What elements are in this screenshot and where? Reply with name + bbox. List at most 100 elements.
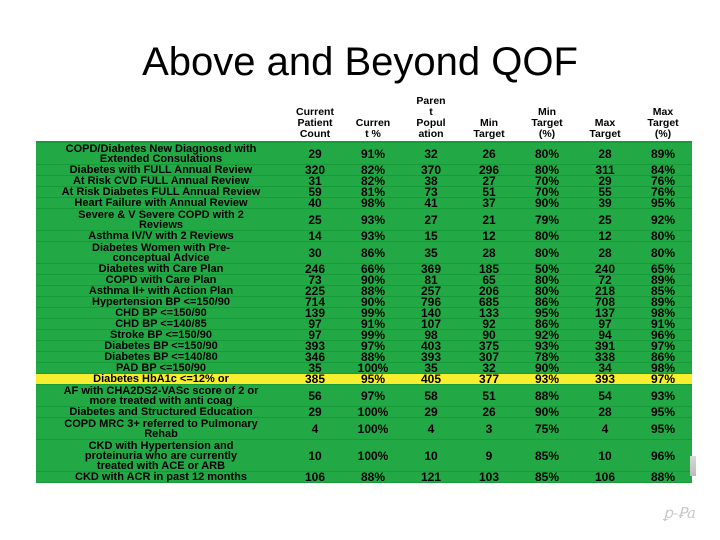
indicator-cell: Diabetes BP <=150/90 xyxy=(36,340,286,352)
parent-population-cell: 403 xyxy=(402,340,460,352)
min-target-cell: 377 xyxy=(460,373,518,385)
min-target-cell: 26 xyxy=(460,141,518,165)
parent-population-cell: 369 xyxy=(402,263,460,275)
indicator-cell: At Risk CVD FULL Annual Review xyxy=(36,175,286,187)
parent-population-cell: 140 xyxy=(402,307,460,319)
current-count-cell: 40 xyxy=(286,197,344,209)
table-row: PAD BP <=150/90 35 100% 35 32 90% 34 98% xyxy=(36,362,692,374)
column-header-max-target: Max Target xyxy=(576,96,634,143)
column-header-min-target: Min Target xyxy=(460,96,518,143)
max-target-cell: 55 xyxy=(576,186,634,198)
min-target-pct-cell: 70% xyxy=(518,175,576,187)
min-target-cell: 185 xyxy=(460,263,518,275)
current-pct-cell: 99% xyxy=(344,329,402,341)
table-row: Stroke BP <=150/90 97 99% 98 90 92% 94 96% xyxy=(36,329,692,341)
min-target-cell: 296 xyxy=(460,164,518,176)
current-count-cell: 10 xyxy=(286,439,344,472)
table-row: At Risk CVD FULL Annual Review 31 82% 38 27 7… xyxy=(36,175,692,187)
table-row: Diabetes with Care Plan 246 66% 369 185 50% 24… xyxy=(36,263,692,275)
current-pct-cell: 66% xyxy=(344,263,402,275)
max-target-pct-cell: 92% xyxy=(634,208,692,231)
max-target-pct-cell: 80% xyxy=(634,230,692,242)
current-pct-cell: 100% xyxy=(344,406,402,418)
max-target-pct-cell: 76% xyxy=(634,186,692,198)
table-row-highlighted: Diabetes HbA1c <=12% or 385 95% 405 377 93% 39… xyxy=(36,373,692,385)
current-count-cell: 385 xyxy=(286,373,344,385)
current-pct-cell: 91% xyxy=(344,318,402,330)
max-target-pct-cell: 98% xyxy=(634,307,692,319)
current-count-cell: 97 xyxy=(286,329,344,341)
parent-population-cell: 38 xyxy=(402,175,460,187)
table-row: CKD with ACR in past 12 months 106 88% 121 1… xyxy=(36,471,692,483)
indicator-cell: Diabetes with Care Plan xyxy=(36,263,286,275)
indicator-cell: Diabetes HbA1c <=12% or xyxy=(36,373,286,385)
indicator-cell: CHD BP <=140/85 xyxy=(36,318,286,330)
current-pct-cell: 98% xyxy=(344,197,402,209)
current-count-cell: 73 xyxy=(286,274,344,286)
max-target-cell: 54 xyxy=(576,384,634,407)
current-pct-cell: 100% xyxy=(344,439,402,472)
min-target-pct-cell: 92% xyxy=(518,329,576,341)
max-target-pct-cell: 89% xyxy=(634,141,692,165)
parent-population-cell: 98 xyxy=(402,329,460,341)
parent-population-cell: 35 xyxy=(402,241,460,264)
min-target-cell: 133 xyxy=(460,307,518,319)
min-target-pct-cell: 86% xyxy=(518,318,576,330)
max-target-cell: 338 xyxy=(576,351,634,363)
table-header-row: Current Patient Count Curren t % Paren t… xyxy=(36,96,692,143)
table-row: Heart Failure with Annual Review 40 98% 41 3… xyxy=(36,197,692,209)
column-header-min-target-pct: Min Target (%) xyxy=(518,96,576,143)
max-target-pct-cell: 97% xyxy=(634,340,692,352)
max-target-pct-cell: 89% xyxy=(634,296,692,308)
parent-population-cell: 35 xyxy=(402,362,460,374)
current-count-cell: 29 xyxy=(286,406,344,418)
min-target-cell: 206 xyxy=(460,285,518,297)
current-pct-cell: 91% xyxy=(344,141,402,165)
min-target-pct-cell: 80% xyxy=(518,164,576,176)
max-target-pct-cell: 86% xyxy=(634,351,692,363)
max-target-cell: 106 xyxy=(576,471,634,483)
indicator-cell: Diabetes with FULL Annual Review xyxy=(36,164,286,176)
min-target-pct-cell: 88% xyxy=(518,384,576,407)
max-target-cell: 10 xyxy=(576,439,634,472)
max-target-cell: 97 xyxy=(576,318,634,330)
min-target-pct-cell: 80% xyxy=(518,274,576,286)
indicator-cell: PAD BP <=150/90 xyxy=(36,362,286,374)
current-pct-cell: 93% xyxy=(344,230,402,242)
parent-population-cell: 15 xyxy=(402,230,460,242)
watermark-logo: ꝑ-Ꝑa xyxy=(663,504,696,522)
table-row: Diabetes Women with Pre- conceptual Advi… xyxy=(36,241,692,264)
parent-population-cell: 121 xyxy=(402,471,460,483)
slide-title: Above and Beyond QOF xyxy=(142,40,578,84)
current-count-cell: 246 xyxy=(286,263,344,275)
current-count-cell: 25 xyxy=(286,208,344,231)
min-target-pct-cell: 90% xyxy=(518,406,576,418)
current-count-cell: 106 xyxy=(286,471,344,483)
current-pct-cell: 99% xyxy=(344,307,402,319)
current-count-cell: 4 xyxy=(286,417,344,440)
indicator-cell: Heart Failure with Annual Review xyxy=(36,197,286,209)
table-row: COPD MRC 3+ referred to Pulmonary Rehab 4… xyxy=(36,417,692,440)
min-target-cell: 27 xyxy=(460,175,518,187)
max-target-pct-cell: 93% xyxy=(634,384,692,407)
current-count-cell: 29 xyxy=(286,141,344,165)
indicator-cell: CHD BP <=150/90 xyxy=(36,307,286,319)
current-pct-cell: 97% xyxy=(344,384,402,407)
max-target-cell: 28 xyxy=(576,241,634,264)
min-target-pct-cell: 79% xyxy=(518,208,576,231)
indicator-cell: COPD with Care Plan xyxy=(36,274,286,286)
min-target-pct-cell: 80% xyxy=(518,141,576,165)
table-row: At Risk Diabetes FULL Annual Review 59 81%… xyxy=(36,186,692,198)
max-target-pct-cell: 95% xyxy=(634,197,692,209)
min-target-cell: 3 xyxy=(460,417,518,440)
max-target-pct-cell: 95% xyxy=(634,406,692,418)
max-target-cell: 137 xyxy=(576,307,634,319)
min-target-cell: 26 xyxy=(460,406,518,418)
parent-population-cell: 370 xyxy=(402,164,460,176)
table-row: COPD with Care Plan 73 90% 81 65 80% 72 89% xyxy=(36,274,692,286)
indicator-cell: Diabetes BP <=140/80 xyxy=(36,351,286,363)
current-count-cell: 320 xyxy=(286,164,344,176)
min-target-cell: 307 xyxy=(460,351,518,363)
current-pct-cell: 90% xyxy=(344,274,402,286)
parent-population-cell: 796 xyxy=(402,296,460,308)
